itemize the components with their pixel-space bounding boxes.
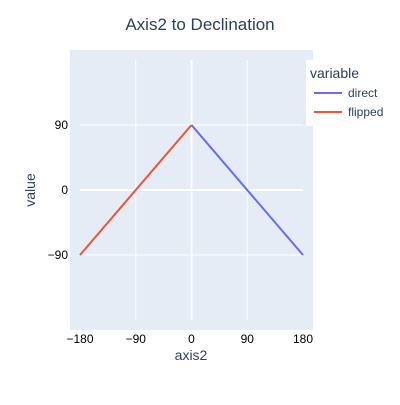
x-tick-label: 180 xyxy=(293,332,313,346)
x-axis-title: axis2 xyxy=(175,347,208,363)
y-axis-title: value xyxy=(22,173,38,207)
series-line-direct xyxy=(190,124,304,256)
x-tick-label: 0 xyxy=(188,332,195,346)
legend-label-direct: direct xyxy=(348,86,378,100)
series-lines xyxy=(79,124,304,256)
plot-area xyxy=(70,50,313,330)
y-tick-label: 0 xyxy=(61,183,68,197)
legend-label-flipped: flipped xyxy=(348,105,383,119)
axes: −180 −90 0 90 180 −90 0 90 xyxy=(48,118,314,346)
y-tick-label: −90 xyxy=(48,248,69,262)
x-tick-label: 90 xyxy=(241,332,255,346)
legend-title: variable xyxy=(310,65,359,81)
x-tick-label: −180 xyxy=(66,332,93,346)
x-tick-label: −90 xyxy=(126,332,147,346)
chart-title: Axis2 to Declination xyxy=(125,15,274,34)
series-line-flipped xyxy=(79,124,193,256)
y-tick-label: 90 xyxy=(55,118,69,132)
legend: variable direct flipped xyxy=(306,60,398,126)
